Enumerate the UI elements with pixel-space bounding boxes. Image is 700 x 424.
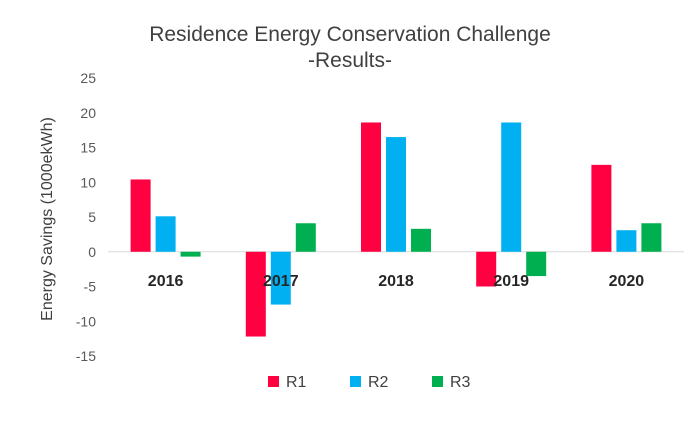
bar-r2-2019 bbox=[501, 122, 522, 252]
legend-swatch-r1 bbox=[268, 376, 279, 387]
category-label: 2020 bbox=[609, 273, 645, 290]
y-axis-ticks: 25 20 15 10 5 0 -5 -10 -15 bbox=[76, 70, 96, 364]
y-tick-label: 15 bbox=[80, 140, 96, 156]
category-label: 2017 bbox=[263, 273, 299, 290]
category-label: 2018 bbox=[378, 273, 414, 290]
y-tick-label: -5 bbox=[84, 279, 97, 295]
chart-title: Residence Energy Conservation Challenge bbox=[149, 23, 551, 46]
bar-r1-2018 bbox=[361, 122, 381, 252]
y-tick-label: 25 bbox=[80, 70, 96, 86]
bar-r3-2018 bbox=[411, 228, 431, 252]
bar-r1-2020 bbox=[591, 164, 612, 252]
bar-r2-2017 bbox=[270, 251, 291, 305]
category-label: 2019 bbox=[493, 273, 529, 290]
category-labels: 2016 2017 2018 2019 2020 bbox=[148, 273, 644, 290]
bar-r1-2019 bbox=[476, 251, 497, 287]
legend: R1 R2 R3 bbox=[268, 374, 471, 391]
bar-r2-2016 bbox=[155, 216, 176, 252]
category-label: 2016 bbox=[148, 273, 184, 290]
legend-label: R1 bbox=[286, 374, 307, 391]
legend-swatch-r3 bbox=[432, 376, 443, 387]
bar-r1-2016 bbox=[130, 179, 151, 252]
y-tick-label: 20 bbox=[80, 105, 96, 121]
bar-r3-2016 bbox=[180, 251, 201, 257]
y-tick-label: -10 bbox=[76, 313, 96, 329]
y-tick-label: 10 bbox=[80, 174, 96, 190]
bar-r2-2018 bbox=[386, 137, 406, 252]
bar-r3-2019 bbox=[526, 251, 547, 277]
bar-r1-2017 bbox=[245, 251, 266, 337]
y-tick-label: 0 bbox=[88, 244, 96, 260]
legend-label: R3 bbox=[450, 374, 471, 391]
y-tick-label: 5 bbox=[88, 209, 96, 225]
bars bbox=[130, 122, 662, 337]
bar-r3-2020 bbox=[641, 223, 662, 252]
legend-swatch-r2 bbox=[350, 376, 361, 387]
legend-label: R2 bbox=[368, 374, 389, 391]
y-tick-label: -15 bbox=[76, 348, 96, 364]
bar-r2-2020 bbox=[616, 230, 637, 252]
y-axis-label: Energy Savings (1000ekWh) bbox=[39, 117, 56, 321]
bar-r3-2017 bbox=[295, 223, 316, 252]
chart-subtitle: -Results- bbox=[307, 49, 392, 72]
